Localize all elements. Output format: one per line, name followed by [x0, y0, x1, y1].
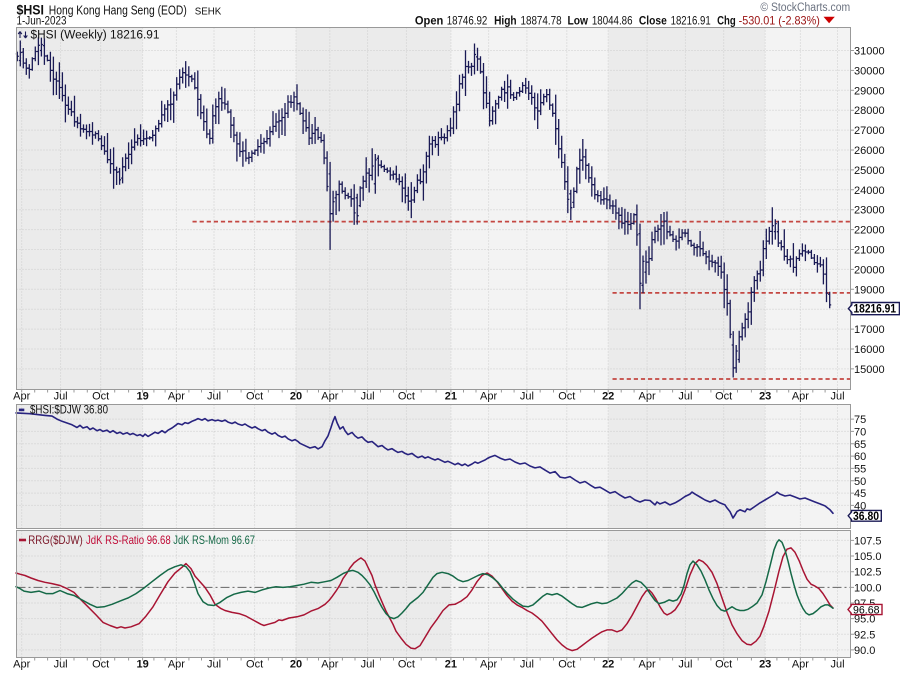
svg-text:23: 23: [759, 390, 771, 402]
svg-text:18216.91: 18216.91: [854, 302, 897, 316]
svg-text:20000: 20000: [854, 264, 885, 276]
svg-text:Jul: Jul: [830, 658, 844, 670]
svg-text:Oct: Oct: [715, 390, 732, 402]
svg-text:Jul: Jul: [207, 658, 221, 670]
svg-text:Oct: Oct: [398, 658, 415, 670]
svg-text:65: 65: [854, 439, 866, 451]
svg-text:15000: 15000: [854, 364, 885, 376]
svg-text:21: 21: [445, 658, 457, 670]
svg-text:Jul: Jul: [361, 658, 375, 670]
svg-text:23000: 23000: [854, 205, 885, 217]
svg-text:© StockCharts.com: © StockCharts.com: [760, 2, 850, 14]
svg-text:Oct: Oct: [558, 390, 575, 402]
svg-text:29000: 29000: [854, 85, 885, 97]
svg-text:40: 40: [854, 500, 866, 512]
svg-text:107.5: 107.5: [854, 535, 882, 547]
svg-text:Apr: Apr: [13, 658, 30, 670]
svg-text:Jul: Jul: [207, 390, 221, 402]
svg-text:55: 55: [854, 463, 866, 475]
svg-text:30000: 30000: [854, 65, 885, 77]
svg-text:90.0: 90.0: [854, 645, 875, 657]
svg-text:JdK RS-Mom 96.67: JdK RS-Mom 96.67: [173, 533, 255, 547]
svg-text:36.80: 36.80: [853, 511, 879, 523]
svg-text:Jul: Jul: [520, 658, 534, 670]
svg-text:17000: 17000: [854, 324, 885, 336]
svg-text:21: 21: [445, 390, 457, 402]
svg-text:Low: Low: [568, 14, 589, 28]
svg-text:20: 20: [290, 390, 302, 402]
svg-text:Chg: Chg: [717, 14, 736, 28]
svg-text:Apr: Apr: [480, 658, 497, 670]
svg-text:105.0: 105.0: [854, 551, 882, 563]
svg-text:22: 22: [602, 390, 614, 402]
svg-text:Jul: Jul: [361, 390, 375, 402]
svg-text:102.5: 102.5: [854, 567, 882, 579]
svg-text:1-Jun-2023: 1-Jun-2023: [17, 14, 67, 28]
svg-text:-530.01 (-2.83%): -530.01 (-2.83%): [739, 14, 820, 28]
svg-text:19: 19: [136, 390, 148, 402]
svg-text:70: 70: [854, 426, 866, 438]
svg-text:Apr: Apr: [792, 390, 809, 402]
svg-text:Oct: Oct: [246, 390, 263, 402]
svg-text:Apr: Apr: [321, 658, 338, 670]
svg-text:Apr: Apr: [168, 658, 185, 670]
svg-text:22000: 22000: [854, 225, 885, 237]
svg-text:96.68: 96.68: [853, 605, 880, 617]
svg-text:Oct: Oct: [398, 390, 415, 402]
svg-text:Apr: Apr: [792, 658, 809, 670]
svg-text:Oct: Oct: [558, 658, 575, 670]
svg-text:Apr: Apr: [480, 390, 497, 402]
svg-text:60: 60: [854, 451, 866, 463]
svg-text:JdK RS-Ratio 96.68: JdK RS-Ratio 96.68: [86, 533, 171, 547]
svg-text:45: 45: [854, 488, 866, 500]
svg-text:19: 19: [136, 658, 148, 670]
svg-text:$HSI: $HSI: [17, 3, 45, 18]
svg-text:50: 50: [854, 476, 866, 488]
svg-text:RRG($DJW): RRG($DJW): [28, 533, 82, 547]
svg-text:75: 75: [854, 414, 866, 426]
svg-text:Oct: Oct: [715, 658, 732, 670]
svg-text:28000: 28000: [854, 105, 885, 117]
svg-text:23: 23: [759, 658, 771, 670]
svg-text:High: High: [494, 14, 516, 28]
svg-text:Oct: Oct: [92, 658, 109, 670]
svg-text:95.0: 95.0: [854, 614, 875, 626]
svg-text:16000: 16000: [854, 344, 885, 356]
svg-text:92.5: 92.5: [854, 629, 875, 641]
svg-text:Jul: Jul: [54, 658, 68, 670]
svg-text:$HSI:$DJW 36.80: $HSI:$DJW 36.80: [30, 402, 108, 416]
svg-text:Apr: Apr: [168, 390, 185, 402]
svg-text:Apr: Apr: [639, 390, 656, 402]
svg-text:Jul: Jul: [54, 390, 68, 402]
svg-text:26000: 26000: [854, 145, 885, 157]
svg-text:20: 20: [290, 658, 302, 670]
svg-text:19000: 19000: [854, 284, 885, 296]
svg-text:Hong Kong Hang Seng (EOD): Hong Kong Hang Seng (EOD): [49, 4, 187, 18]
svg-text:18874.78: 18874.78: [521, 14, 562, 28]
svg-text:31000: 31000: [854, 46, 885, 58]
svg-text:18746.92: 18746.92: [447, 14, 488, 28]
svg-text:$HSI (Weekly) 18216.91: $HSI (Weekly) 18216.91: [31, 27, 160, 41]
svg-text:18216.91: 18216.91: [671, 14, 711, 28]
svg-text:Apr: Apr: [639, 658, 656, 670]
svg-text:100.0: 100.0: [854, 582, 882, 594]
svg-text:SEHK: SEHK: [195, 6, 222, 18]
svg-text:27000: 27000: [854, 125, 885, 137]
svg-text:Close: Close: [639, 14, 667, 28]
svg-text:24000: 24000: [854, 185, 885, 197]
svg-text:22: 22: [602, 658, 614, 670]
svg-text:Jul: Jul: [678, 390, 692, 402]
svg-text:Apr: Apr: [321, 390, 338, 402]
svg-text:Jul: Jul: [830, 390, 844, 402]
svg-text:Oct: Oct: [246, 658, 263, 670]
svg-text:25000: 25000: [854, 165, 885, 177]
svg-text:Jul: Jul: [678, 658, 692, 670]
svg-text:21000: 21000: [854, 245, 885, 257]
svg-text:Oct: Oct: [92, 390, 109, 402]
svg-text:Open: Open: [415, 14, 443, 28]
svg-text:Jul: Jul: [520, 390, 534, 402]
svg-text:Apr: Apr: [13, 390, 30, 402]
svg-text:18044.86: 18044.86: [592, 14, 633, 28]
